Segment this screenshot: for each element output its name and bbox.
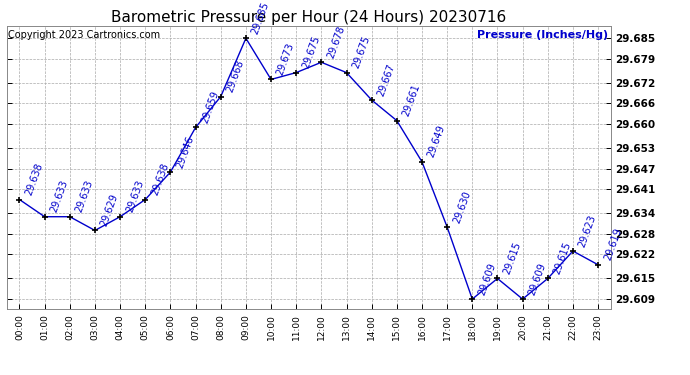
Text: 29.633: 29.633 <box>49 179 70 214</box>
Text: 29.638: 29.638 <box>23 162 45 197</box>
Text: 29.675: 29.675 <box>351 34 372 70</box>
Text: 29.629: 29.629 <box>99 192 120 228</box>
Text: 29.623: 29.623 <box>577 213 598 248</box>
Text: 29.609: 29.609 <box>477 261 497 296</box>
Text: 29.678: 29.678 <box>326 24 346 60</box>
Text: 29.685: 29.685 <box>250 0 271 36</box>
Text: 29.668: 29.668 <box>225 59 246 94</box>
Text: 29.615: 29.615 <box>502 240 522 276</box>
Text: 29.633: 29.633 <box>124 179 145 214</box>
Text: 29.661: 29.661 <box>401 83 422 118</box>
Text: 29.673: 29.673 <box>275 41 296 76</box>
Text: 29.659: 29.659 <box>199 90 221 125</box>
Text: Pressure (Inches/Hg): Pressure (Inches/Hg) <box>477 30 608 40</box>
Text: 29.609: 29.609 <box>526 261 548 296</box>
Text: 29.615: 29.615 <box>552 240 573 276</box>
Text: 29.619: 29.619 <box>602 227 623 262</box>
Text: Copyright 2023 Cartronics.com: Copyright 2023 Cartronics.com <box>8 30 160 40</box>
Title: Barometric Pressure per Hour (24 Hours) 20230716: Barometric Pressure per Hour (24 Hours) … <box>111 10 506 25</box>
Text: 29.667: 29.667 <box>376 62 397 97</box>
Text: 29.675: 29.675 <box>300 34 322 70</box>
Text: 29.638: 29.638 <box>150 162 170 197</box>
Text: 29.646: 29.646 <box>175 134 195 170</box>
Text: 29.633: 29.633 <box>74 179 95 214</box>
Text: 29.649: 29.649 <box>426 124 447 159</box>
Text: 29.630: 29.630 <box>451 189 472 224</box>
